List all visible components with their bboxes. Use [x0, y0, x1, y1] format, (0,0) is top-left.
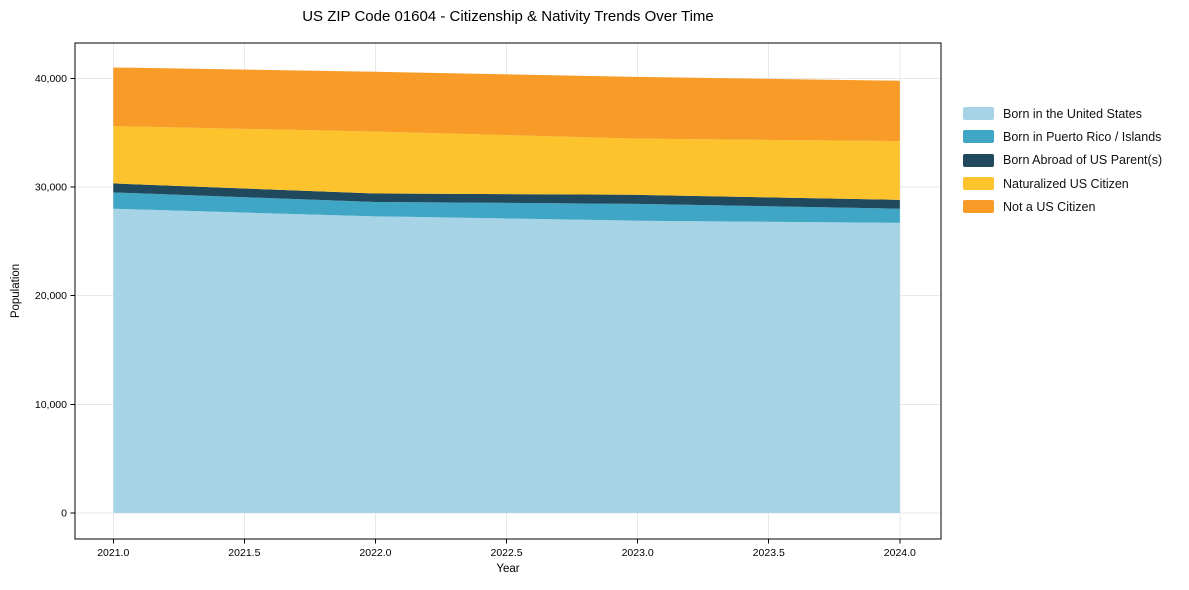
legend-label: Born in Puerto Rico / Islands [1003, 129, 1162, 144]
x-tick-label: 2021.0 [97, 547, 129, 559]
x-axis-label: Year [496, 563, 520, 575]
legend-swatch [963, 177, 994, 191]
area-naturalized-us-citizen [113, 126, 900, 200]
y-axis-label: Population [10, 263, 22, 319]
plot-border [74, 42, 942, 540]
x-tick-label: 2023.5 [753, 547, 785, 559]
y-tick-label: 40,000 [35, 73, 67, 85]
legend-label: Naturalized US Citizen [1003, 176, 1129, 191]
x-tick-label: 2022.0 [359, 547, 391, 559]
legend-label: Born in the United States [1003, 106, 1142, 121]
legend: Born in the United States Born in Puerto … [963, 102, 1162, 218]
legend-item-born-abroad-of-us-parent-s: Born Abroad of US Parent(s) [963, 149, 1162, 172]
legend-label: Not a US Citizen [1003, 199, 1096, 214]
area-born-in-the-united-states [113, 208, 900, 514]
legend-swatch [963, 107, 994, 121]
legend-swatch [963, 130, 994, 144]
area-not-a-us-citizen [113, 67, 900, 142]
legend-item-born-in-puerto-rico-islands: Born in Puerto Rico / Islands [963, 125, 1162, 148]
y-tick-label: 10,000 [35, 399, 67, 411]
x-tick-label: 2024.0 [884, 547, 916, 559]
legend-item-naturalized-us-citizen: Naturalized US Citizen [963, 172, 1162, 195]
legend-item-born-in-the-united-states: Born in the United States [963, 102, 1162, 125]
area-born-in-puerto-rico-islands [113, 192, 900, 223]
legend-swatch [963, 200, 994, 214]
legend-swatch [963, 153, 994, 167]
legend-item-not-a-us-citizen: Not a US Citizen [963, 195, 1162, 218]
legend-label: Born Abroad of US Parent(s) [1003, 153, 1163, 168]
area-born-abroad-of-us-parent-s [113, 183, 900, 209]
x-tick-label: 2022.5 [490, 547, 522, 559]
y-tick-label: 30,000 [35, 181, 67, 193]
x-tick-label: 2021.5 [228, 547, 260, 559]
y-tick-label: 0 [61, 508, 67, 520]
x-tick-label: 2023.0 [622, 547, 654, 559]
y-tick-label: 20,000 [35, 290, 67, 302]
chart-title: US ZIP Code 01604 - Citizenship & Nativi… [302, 8, 714, 25]
